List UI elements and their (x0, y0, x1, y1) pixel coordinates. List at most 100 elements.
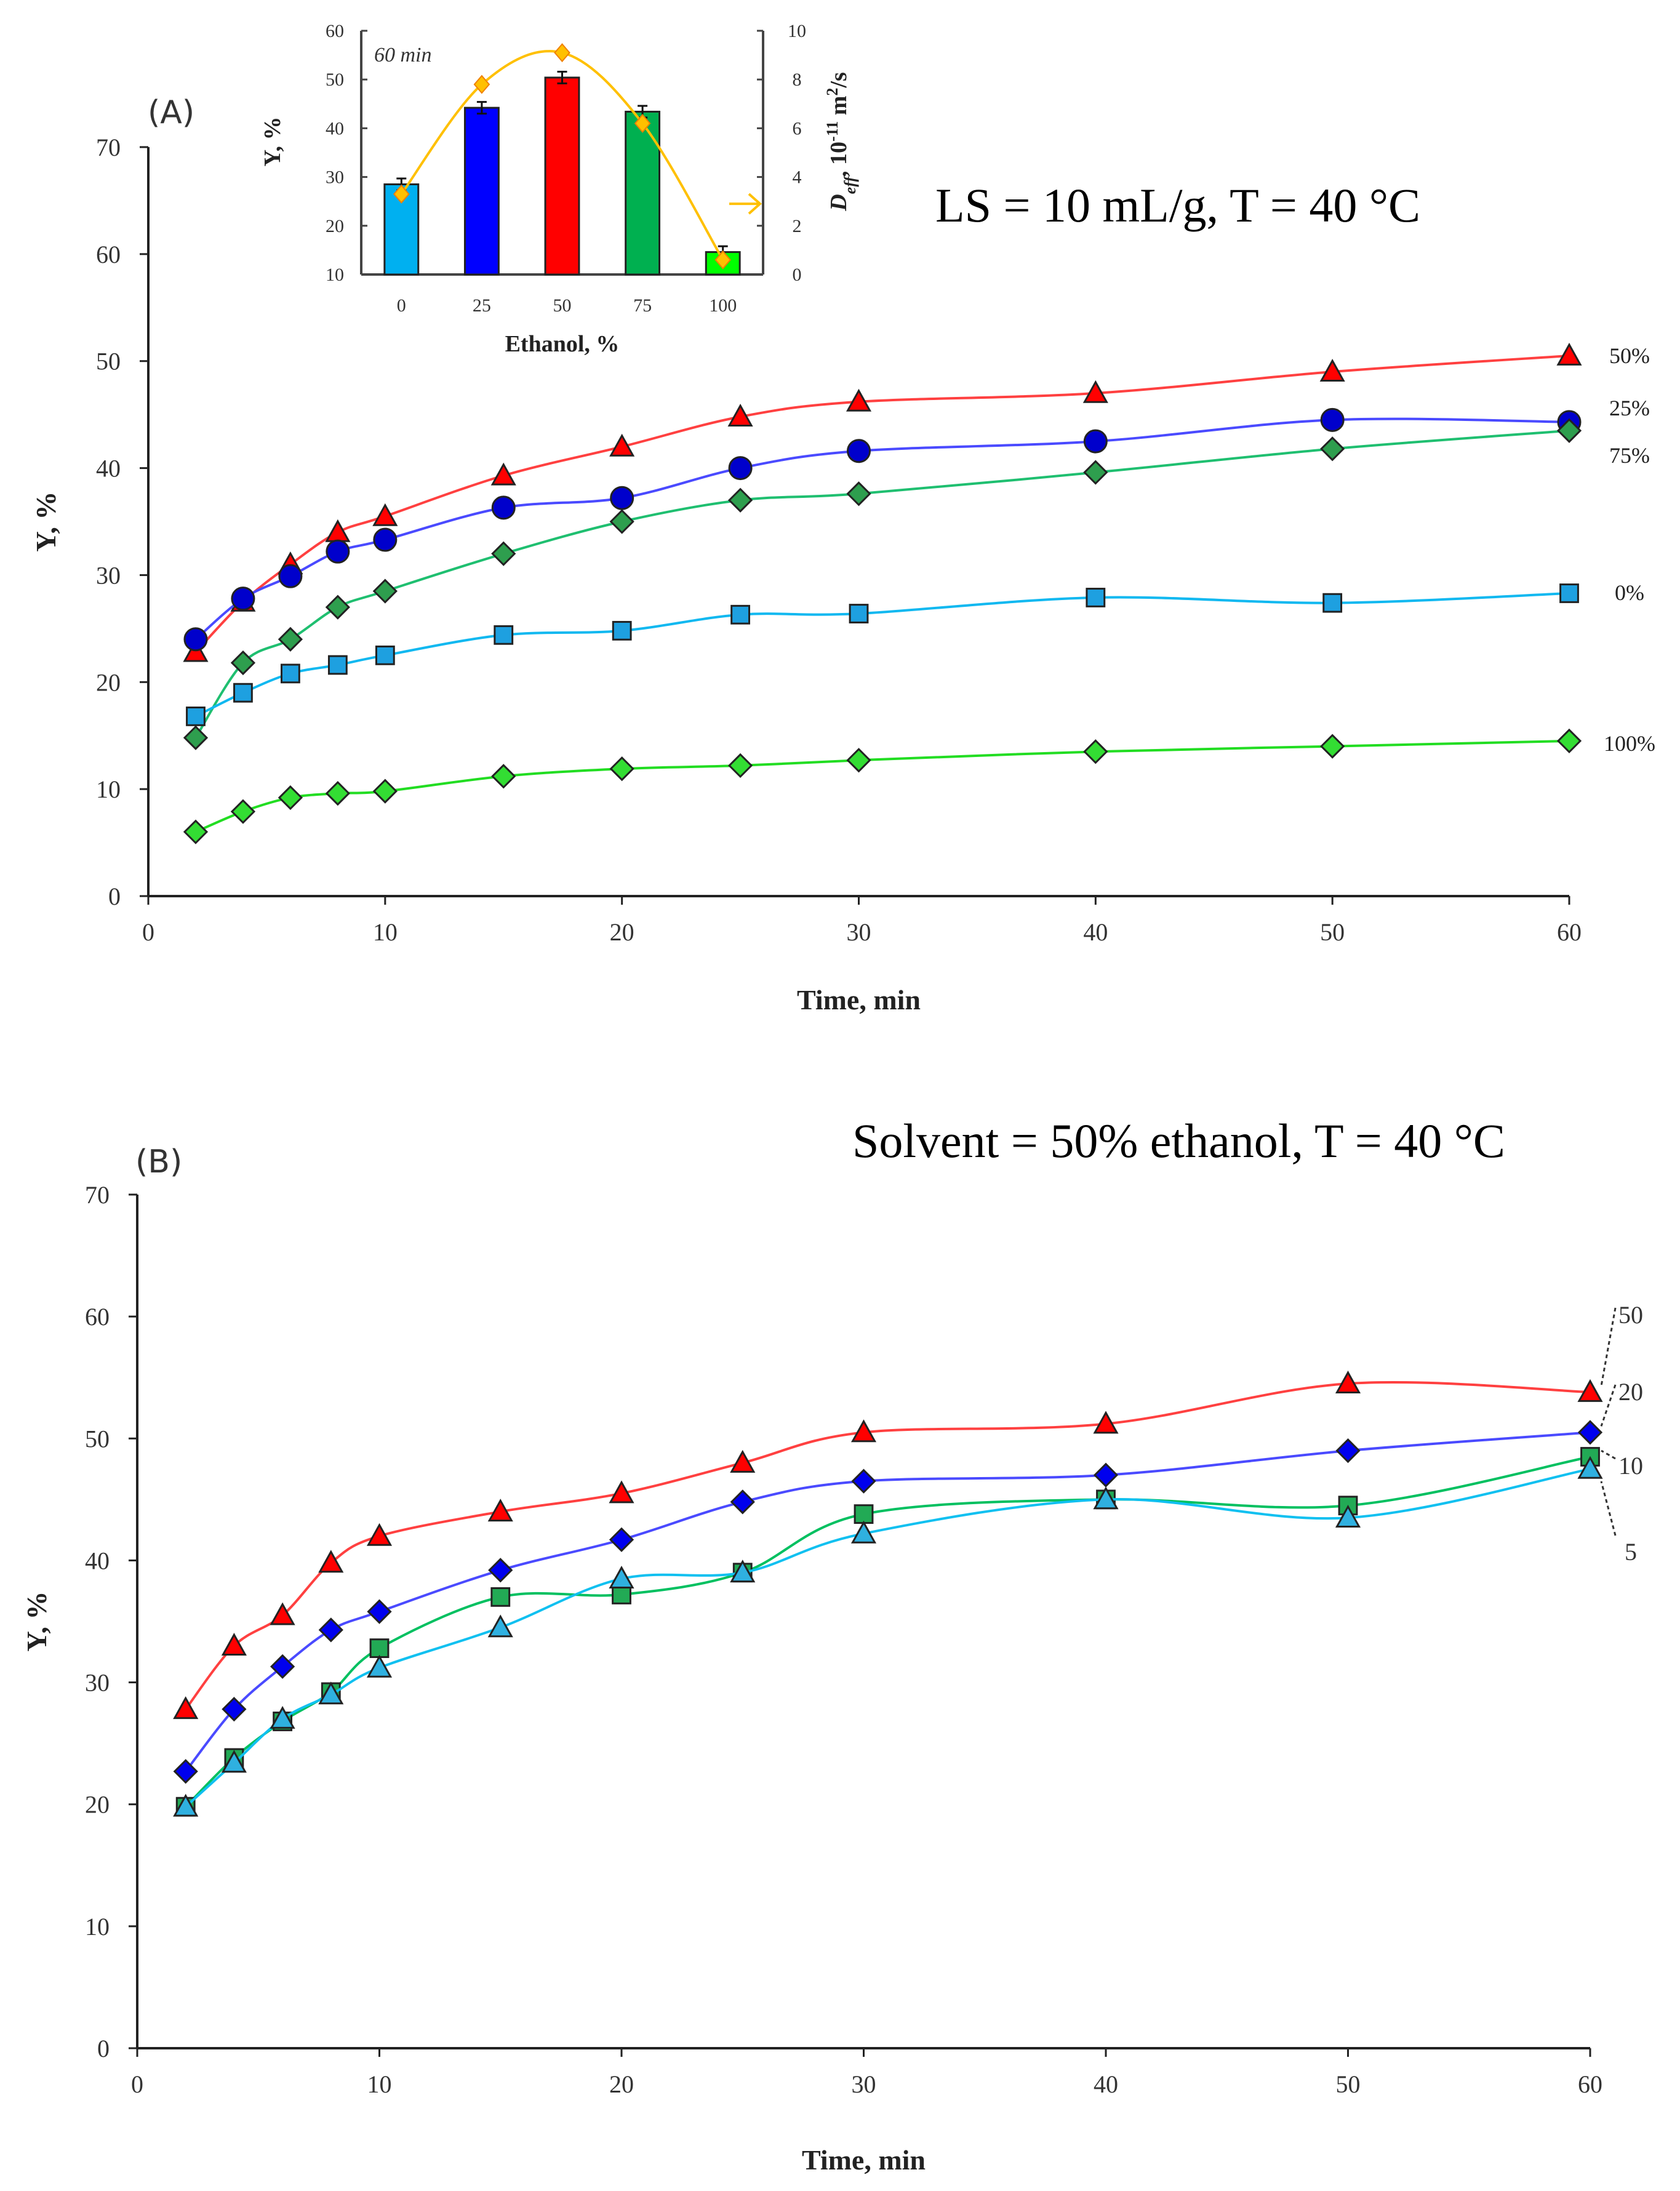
diamond-marker (730, 1489, 755, 1515)
condition-annotation: LS = 10 mL/g, T = 40 °C (935, 178, 1420, 232)
panel-label: (A) (148, 94, 194, 131)
diamond-marker (1083, 460, 1108, 485)
inset-annotation: 60 min (374, 44, 432, 66)
y-tick-label: 50 (96, 348, 121, 375)
diamond-marker (270, 1654, 295, 1679)
deff-marker (634, 113, 651, 134)
diamond-marker (846, 748, 871, 773)
panel-label: (B) (135, 1144, 182, 1180)
series-label: 5 (1625, 1538, 1637, 1566)
inset-y2-tick-label: 4 (793, 167, 802, 188)
triangle-marker (846, 388, 872, 412)
x-tick-label: 10 (367, 2070, 392, 2098)
triangle-marker (318, 1550, 344, 1573)
x-tick-label: 30 (852, 2070, 876, 2098)
diamond-marker (1093, 1462, 1119, 1488)
triangle-marker (487, 1614, 513, 1638)
inset-x-tick-label: 25 (473, 295, 491, 316)
label-arrow (1600, 1481, 1617, 1536)
triangle-marker (609, 1480, 634, 1504)
y2-title-part: /s (826, 72, 852, 88)
deff-marker (714, 250, 732, 270)
square-marker (1322, 593, 1343, 613)
series-line (194, 354, 1570, 653)
triangle-marker (609, 433, 635, 457)
y-tick-label: 60 (96, 241, 121, 268)
triangle-marker (487, 1499, 513, 1522)
deff-marker (393, 184, 410, 204)
diamond-marker (609, 509, 634, 534)
diamond-marker (1320, 436, 1345, 462)
diamond-marker (488, 1558, 513, 1583)
triangle-marker (1082, 380, 1108, 403)
triangle-marker (366, 1654, 393, 1678)
triangle-marker (1577, 1379, 1603, 1402)
diamond-marker (491, 764, 516, 789)
series-line (195, 739, 1570, 833)
diamond-marker (1320, 734, 1345, 759)
y-axis-title: Y, % (21, 1592, 52, 1652)
circle-marker (728, 456, 753, 481)
diamond-marker (325, 780, 350, 806)
triangle-marker (727, 404, 753, 427)
square-marker (281, 663, 300, 684)
inset-x-axis-title: Ethanol, % (505, 331, 620, 357)
series-line (185, 1381, 1591, 1710)
bar-25 (463, 106, 500, 276)
x-tick-label: 50 (1320, 918, 1345, 946)
x-tick-label: 60 (1578, 2070, 1602, 2098)
triangle-marker (270, 1705, 295, 1729)
y-tick-label: 30 (96, 561, 121, 589)
x-tick-label: 20 (609, 2070, 634, 2098)
y-tick-label: 40 (85, 1547, 110, 1574)
inset-y-tick-label: 60 (326, 21, 344, 41)
series-line (185, 1456, 1591, 1808)
inset-y2-axis-title: Deff, 10-11 m2/s (823, 72, 859, 212)
diamond-marker (491, 541, 516, 566)
triangle-marker (1335, 1371, 1361, 1394)
y2-title-part: m (826, 96, 852, 121)
diamond-marker (325, 595, 350, 620)
series-label: 50% (1609, 343, 1650, 368)
inset-y-tick-label: 30 (326, 167, 344, 188)
triangle-marker (366, 1523, 393, 1546)
square-marker (1086, 588, 1106, 607)
square-marker (186, 707, 206, 726)
square-marker (612, 620, 632, 641)
inset-y-tick-label: 50 (326, 70, 344, 90)
y-tick-label: 0 (108, 883, 121, 910)
triangle-marker (730, 1449, 756, 1473)
square-marker (375, 645, 395, 665)
square-marker (233, 683, 253, 703)
diamond-marker (727, 487, 753, 513)
diamond-marker (1556, 418, 1582, 443)
triangle-marker (221, 1633, 247, 1656)
triangle-marker (173, 1696, 199, 1720)
x-tick-label: 50 (1336, 2070, 1361, 2098)
y2-title-part: 2 (823, 88, 841, 96)
diamond-marker (1083, 739, 1108, 764)
triangle-marker (850, 1419, 877, 1443)
inset-y-tick-label: 40 (326, 118, 344, 138)
y-tick-label: 0 (97, 2035, 110, 2062)
square-marker (612, 1585, 631, 1604)
series-line (195, 591, 1570, 718)
series-5: 5 (173, 1456, 1637, 1817)
diamond-marker (230, 650, 256, 676)
series-line (194, 429, 1570, 739)
square-marker (854, 1504, 874, 1524)
y-axis-title: Y, % (30, 492, 62, 552)
series-100%: 100% (183, 728, 1655, 844)
x-axis-title: Time, min (802, 2144, 926, 2176)
diamond-marker (278, 627, 303, 652)
circle-marker (231, 587, 255, 611)
square-marker (494, 625, 514, 645)
series-label: 0% (1615, 580, 1644, 605)
y2-title-part: D (826, 194, 852, 211)
diamond-marker (183, 819, 209, 844)
series-label: 100% (1604, 731, 1655, 756)
x-tick-label: 20 (610, 918, 634, 946)
series-label: 10 (1618, 1452, 1643, 1480)
